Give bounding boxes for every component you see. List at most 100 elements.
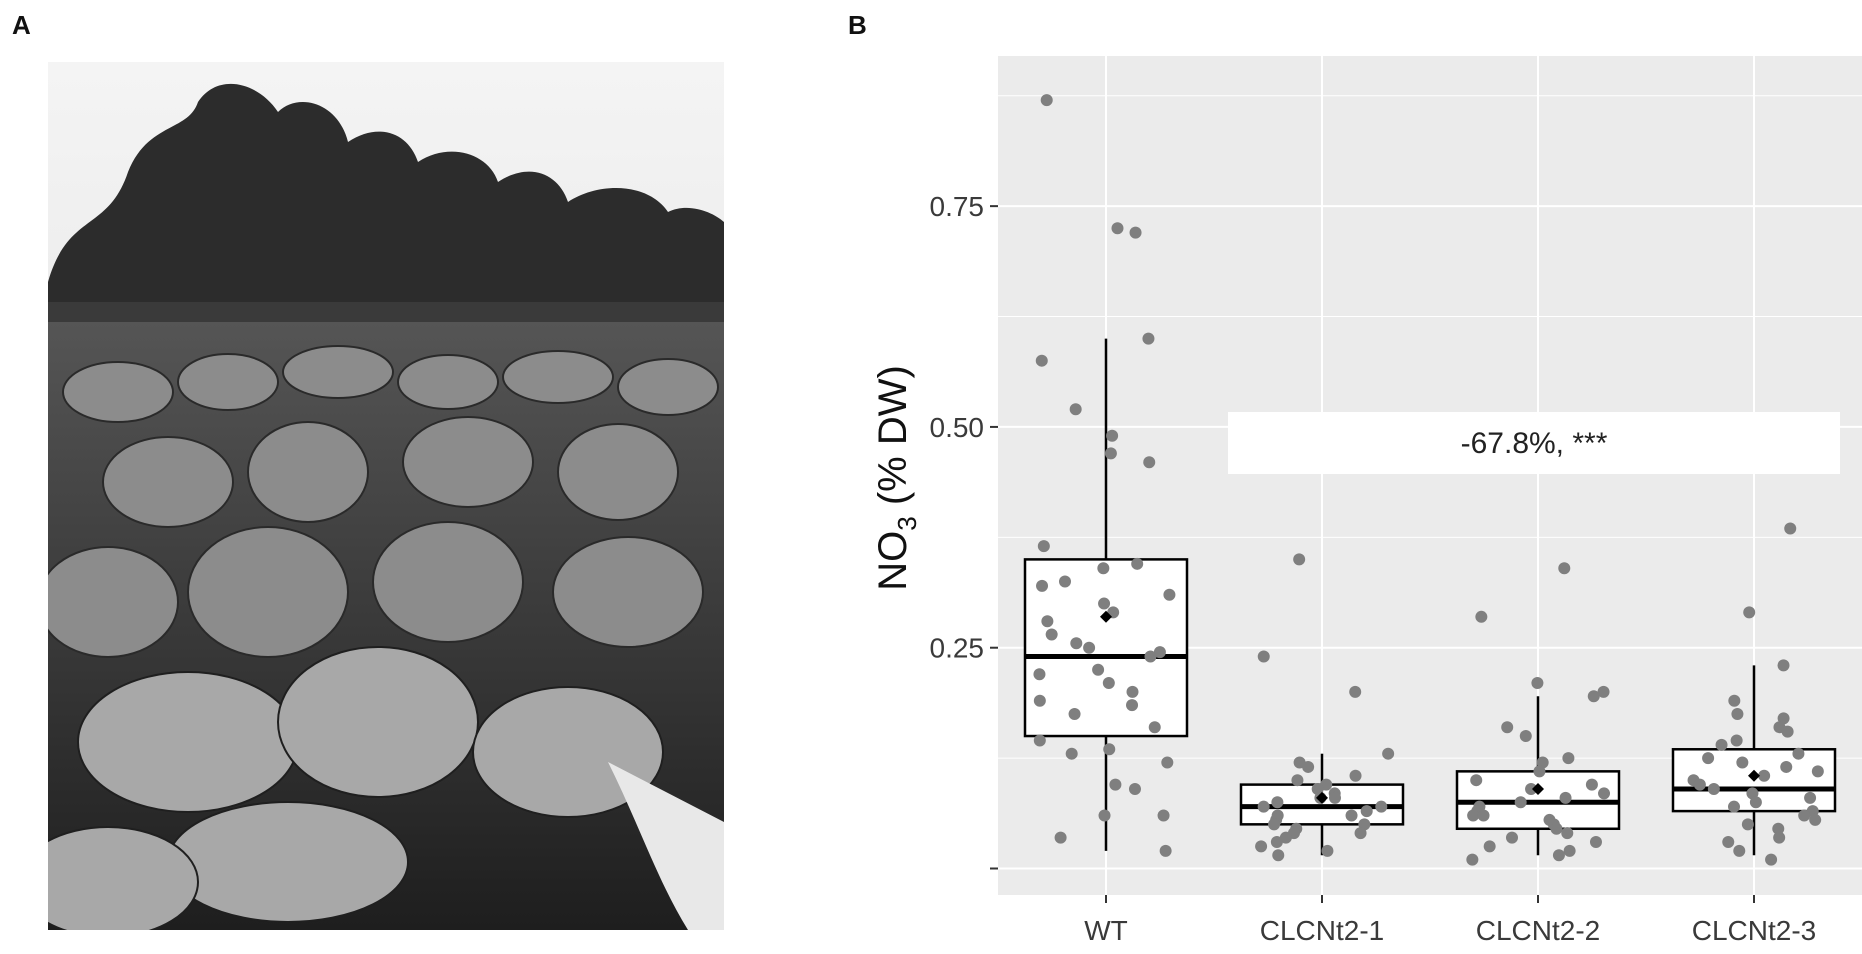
x-tick-label: CLCNt2-3	[1692, 915, 1816, 946]
data-point	[1161, 756, 1174, 769]
y-axis-label: NO3 (% DW)	[871, 365, 922, 591]
panel-label-a: A	[12, 10, 31, 40]
data-point	[1270, 836, 1283, 849]
data-point	[1466, 853, 1479, 866]
box-CLCNt2-3	[1671, 748, 1837, 813]
data-point	[1809, 813, 1822, 826]
data-point	[1098, 809, 1111, 822]
y-tick-label: 0.50	[930, 412, 985, 443]
data-point	[1505, 831, 1518, 844]
data-point	[1360, 805, 1373, 818]
data-point	[1563, 844, 1576, 857]
data-point	[1126, 699, 1139, 712]
data-point	[1291, 774, 1304, 787]
data-point	[1143, 456, 1156, 469]
data-point	[1475, 610, 1488, 623]
mean-marker	[1100, 610, 1112, 623]
data-point	[1773, 721, 1786, 734]
data-point	[1585, 778, 1598, 791]
data-point	[1525, 783, 1538, 796]
data-point	[1501, 721, 1514, 734]
data-point	[1271, 796, 1284, 809]
data-point	[1561, 827, 1574, 840]
data-point	[1128, 783, 1141, 796]
y-axis-label-rest: (% DW)	[871, 365, 915, 516]
x-tick-label: CLCNt2-1	[1260, 915, 1384, 946]
data-point	[1142, 332, 1155, 345]
data-point	[1157, 809, 1170, 822]
data-point	[1098, 597, 1111, 610]
data-point	[1058, 575, 1071, 588]
data-point	[1104, 447, 1117, 460]
data-point	[1033, 694, 1046, 707]
y-axis-label-main: NO	[871, 531, 915, 591]
tobacco-field-photo	[48, 62, 724, 930]
data-point	[1559, 791, 1572, 804]
data-point	[1035, 354, 1048, 367]
data-point	[1349, 769, 1362, 782]
data-point	[1045, 628, 1058, 641]
data-point	[1257, 800, 1270, 813]
x-tick-label: WT	[1084, 915, 1128, 946]
mean-marker	[1748, 769, 1760, 782]
data-point	[1728, 800, 1741, 813]
x-tick-label: CLCNt2-2	[1476, 915, 1600, 946]
data-point	[1382, 747, 1395, 760]
data-point	[1163, 588, 1176, 601]
data-point	[1792, 747, 1805, 760]
data-point	[1257, 650, 1270, 663]
data-point	[1033, 734, 1046, 747]
box-CLCNt2-2	[1455, 770, 1621, 831]
data-point	[1746, 787, 1759, 800]
data-point	[1270, 813, 1283, 826]
data-point	[1777, 712, 1790, 725]
data-point	[1730, 734, 1743, 747]
panel-label-b: B	[848, 10, 867, 40]
data-point	[1102, 677, 1115, 690]
data-point	[1533, 765, 1546, 778]
data-point	[1777, 659, 1790, 672]
data-point	[1129, 226, 1142, 239]
data-point	[1543, 813, 1556, 826]
data-point	[1068, 707, 1081, 720]
data-point	[1558, 562, 1571, 575]
data-point	[1320, 778, 1333, 791]
data-point	[1279, 831, 1292, 844]
jitter-points	[1033, 94, 1824, 866]
data-point	[1514, 796, 1527, 809]
data-point	[1345, 809, 1358, 822]
data-point	[1103, 743, 1116, 756]
data-point	[1806, 805, 1819, 818]
data-point	[1293, 756, 1306, 769]
data-point	[1470, 774, 1483, 787]
data-point	[1772, 822, 1785, 835]
data-point	[1467, 809, 1480, 822]
data-point	[1097, 562, 1110, 575]
data-point	[1107, 606, 1120, 619]
data-point	[1314, 791, 1327, 804]
data-point	[1587, 690, 1600, 703]
data-point	[1037, 540, 1050, 553]
data-point	[1477, 809, 1490, 822]
data-point	[1083, 641, 1096, 654]
y-tick-label: 0.75	[930, 191, 985, 222]
data-point	[1715, 738, 1728, 751]
data-point	[1784, 522, 1797, 535]
data-point	[1148, 721, 1161, 734]
data-point	[1471, 805, 1484, 818]
annotation-text: -67.8%, ***	[1461, 427, 1608, 460]
data-point	[1765, 853, 1778, 866]
data-point	[1483, 840, 1496, 853]
data-point	[1531, 677, 1544, 690]
data-point	[1328, 791, 1341, 804]
data-point	[1069, 403, 1082, 416]
data-point	[1519, 730, 1532, 743]
box-CLCNt2-1	[1239, 783, 1405, 826]
axes: 0.25 0.50 0.75 WT CLCNt2-1 CLCNt2-2 CLCNt2-3	[930, 191, 1817, 946]
data-point	[1131, 557, 1144, 570]
data-point	[1354, 827, 1367, 840]
mean-marker	[1532, 783, 1544, 796]
data-point	[1092, 663, 1105, 676]
data-point	[1144, 650, 1157, 663]
data-point	[1153, 646, 1166, 659]
